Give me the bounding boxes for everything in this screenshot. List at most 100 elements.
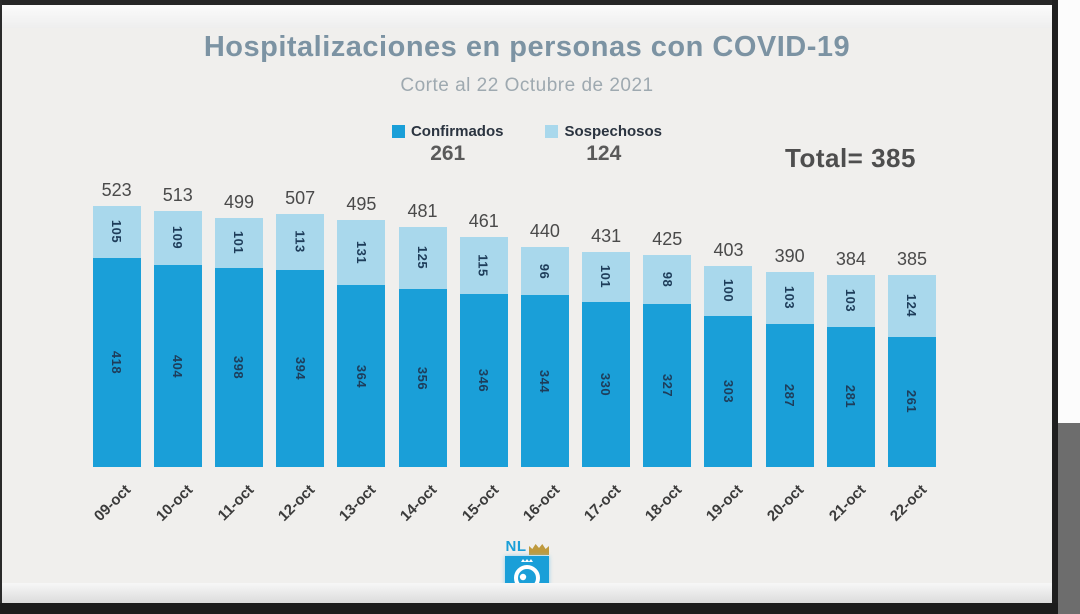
chart-title: Hospitalizaciones en personas con COVID-… — [203, 31, 851, 63]
bar-column: 403 100 303 19-oct — [698, 175, 759, 525]
window-top-border — [0, 0, 1058, 5]
chart-slide: Hospitalizaciones en personas con COVID-… — [2, 5, 1052, 608]
confirmed-value: 261 — [904, 390, 920, 414]
suspected-segment: 105 — [92, 205, 141, 258]
confirmed-value: 418 — [109, 350, 125, 375]
suspected-value: 98 — [659, 271, 675, 287]
confirmed-legend-label: Confirmados — [410, 123, 504, 140]
bar-column: 461 115 346 15-oct — [453, 175, 514, 525]
bar-column: 431 101 330 17-oct — [576, 175, 637, 525]
suspected-segment: 115 — [459, 236, 508, 294]
confirmed-value: 287 — [782, 383, 798, 407]
suspected-segment: 113 — [276, 213, 325, 270]
suspected-segment: 109 — [153, 210, 202, 265]
window-toolbar-strip — [2, 5, 1052, 28]
window-bottom-border — [0, 603, 1058, 614]
confirmed-segment: 287 — [765, 323, 814, 467]
crown-icon — [528, 544, 549, 555]
bar-total-label: 481 — [407, 200, 438, 221]
suspected-value: 100 — [720, 278, 736, 303]
confirmed-segment: 281 — [826, 326, 875, 467]
confirmed-segment: 404 — [153, 265, 202, 467]
confirmed-value: 330 — [598, 372, 614, 397]
bar-total-label: 385 — [897, 248, 928, 269]
confirmed-value: 398 — [231, 355, 247, 380]
date-axis-label: 11-oct — [214, 481, 257, 525]
confirmed-value: 344 — [537, 369, 553, 393]
bar-total-label: 507 — [285, 187, 316, 208]
bar-column: 385 124 261 22-oct — [881, 175, 942, 525]
bar-column: 495 131 364 13-oct — [331, 175, 392, 525]
confirmed-value: 404 — [170, 354, 186, 378]
bar-column: 513 109 404 10-oct — [147, 175, 208, 525]
suspected-segment: 98 — [643, 254, 692, 304]
bar-column: 507 113 394 12-oct — [270, 175, 331, 525]
bar-column: 384 103 281 21-oct — [820, 175, 881, 525]
suspected-segment: 96 — [520, 247, 569, 295]
suspected-segment: 103 — [765, 272, 814, 324]
bar-total-label: 495 — [346, 193, 377, 214]
suspected-value: 103 — [843, 289, 859, 313]
confirmed-value: 346 — [476, 368, 492, 393]
suspected-legend-label: Sospechosos — [564, 123, 663, 140]
suspected-segment: 100 — [704, 265, 753, 316]
date-axis-label: 18-oct — [642, 481, 686, 525]
date-axis-label: 12-oct — [274, 481, 319, 525]
confirmed-segment: 398 — [214, 268, 263, 467]
date-axis-label: 13-oct — [336, 481, 380, 525]
confirmed-segment: 394 — [276, 270, 325, 467]
confirmed-swatch-icon — [391, 125, 405, 138]
confirmed-segment: 261 — [888, 336, 937, 467]
suspected-value: 105 — [109, 220, 125, 244]
bar-chart-plot: 523 105 418 09-oct 513 109 404 10-oct 499 101 398 1… — [86, 175, 943, 525]
bar-total-label: 431 — [591, 225, 622, 246]
confirmed-value: 356 — [415, 366, 431, 390]
bar-total-label: 440 — [529, 221, 560, 241]
suspected-value: 101 — [598, 265, 614, 289]
date-axis-label: 20-oct — [764, 481, 808, 525]
window-left-border — [0, 0, 2, 614]
confirmed-value: 303 — [720, 379, 736, 403]
confirmed-segment: 344 — [520, 295, 569, 467]
suspected-segment: 124 — [888, 274, 937, 337]
right-panel-lower[interactable] — [1058, 423, 1080, 614]
suspected-value: 115 — [476, 254, 492, 277]
bar-total-label: 384 — [835, 249, 866, 269]
window-bottom-strip — [2, 583, 1052, 603]
date-axis-label: 10-oct — [152, 481, 196, 525]
confirmed-segment: 327 — [643, 303, 692, 467]
bar-column: 425 98 327 18-oct — [637, 175, 698, 525]
date-axis-label: 15-oct — [458, 481, 502, 525]
bar-total-label: 425 — [652, 228, 683, 249]
suspected-value: 113 — [292, 230, 308, 253]
bar-total-label: 403 — [713, 239, 744, 260]
date-axis-label: 21-oct — [825, 481, 869, 525]
confirmed-segment: 303 — [704, 315, 753, 467]
confirmed-segment: 346 — [459, 294, 508, 467]
legend-item-confirmed: Confirmados 261 — [391, 123, 504, 166]
suspected-segment: 101 — [214, 217, 263, 268]
bar-total-label: 499 — [223, 191, 254, 212]
date-axis-label: 17-oct — [580, 481, 625, 525]
suspected-segment: 101 — [582, 251, 631, 302]
bar-total-label: 461 — [468, 210, 499, 231]
suspected-segment: 125 — [398, 226, 447, 289]
grand-total-label: Total= 385 — [785, 143, 916, 173]
confirmed-value: 364 — [353, 364, 369, 388]
confirmed-segment: 330 — [582, 302, 631, 467]
suspected-value: 103 — [782, 286, 798, 310]
suspected-segment: 131 — [337, 219, 386, 285]
suspected-value: 109 — [170, 226, 186, 250]
suspected-value: 131 — [353, 240, 369, 264]
bar-total-label: 523 — [101, 179, 132, 200]
suspected-legend-value: 124 — [586, 142, 622, 165]
bar-total-label: 390 — [774, 246, 805, 266]
right-panel-upper — [1058, 0, 1080, 423]
suspected-value: 101 — [231, 231, 247, 255]
date-axis-label: 16-oct — [519, 481, 563, 525]
suspected-segment: 103 — [826, 275, 875, 327]
confirmed-value: 281 — [843, 385, 859, 409]
date-axis-label: 14-oct — [397, 481, 441, 525]
suspected-value: 96 — [537, 263, 553, 279]
bar-column: 390 103 287 20-oct — [759, 175, 820, 525]
